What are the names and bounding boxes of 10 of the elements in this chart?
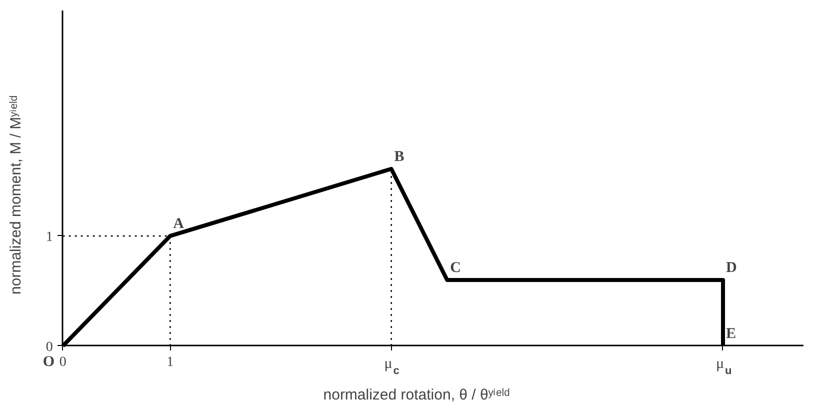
annotation: D: [726, 260, 737, 276]
x-tick-label: 0: [59, 354, 66, 370]
annotation: B: [394, 148, 404, 165]
x-axis-title: normalized rotation, θ / θʸⁱᵉˡᵈ: [323, 386, 510, 404]
x-tick-label: 1: [166, 354, 174, 370]
y-axis-title: normalized moment, M / Mʸⁱᵉˡᵈ: [8, 95, 24, 294]
annotation: O: [42, 354, 54, 370]
annotation: E: [726, 326, 736, 342]
annotation: C: [450, 260, 461, 276]
annotation: A: [173, 216, 184, 232]
